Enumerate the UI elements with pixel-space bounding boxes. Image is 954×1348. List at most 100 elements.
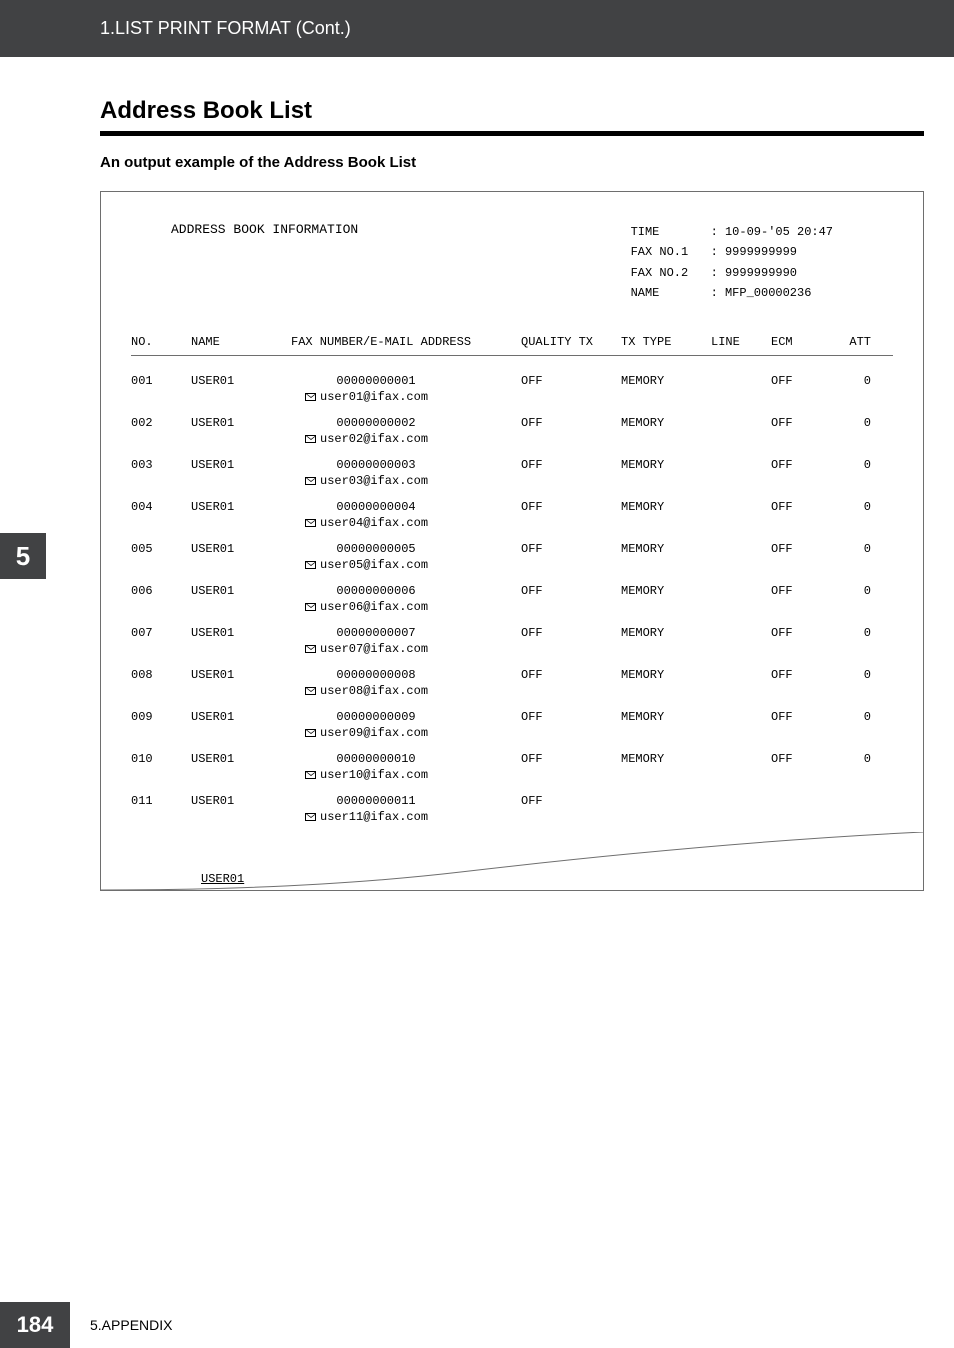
cell-address: 00000000001user01@ifax.com — [291, 374, 521, 404]
table-row: 011USER0100000000011user11@ifax.comOFF — [131, 788, 893, 830]
report-box: ADDRESS BOOK INFORMATION TIME: 10-09-'05… — [100, 191, 924, 891]
table-row: 004USER0100000000004user04@ifax.comOFFME… — [131, 494, 893, 536]
report-meta: TIME: 10-09-'05 20:47 FAX NO.1: 99999999… — [631, 222, 833, 304]
cell-qtx: OFF — [521, 668, 621, 682]
envelope-icon — [305, 519, 316, 527]
cell-fax: 00000000008 — [291, 668, 521, 682]
col-name: NAME — [191, 335, 291, 349]
cell-qtx: OFF — [521, 752, 621, 766]
cell-att: 0 — [831, 374, 871, 388]
cell-fax: 00000000006 — [291, 584, 521, 598]
cell-fax: 00000000002 — [291, 416, 521, 430]
cell-qtx: OFF — [521, 458, 621, 472]
cell-qtx: OFF — [521, 710, 621, 724]
table-row: 005USER0100000000005user05@ifax.comOFFME… — [131, 536, 893, 578]
table-row: 006USER0100000000006user06@ifax.comOFFME… — [131, 578, 893, 620]
cell-ecm: OFF — [771, 374, 831, 388]
page-footer: 184 5.APPENDIX — [0, 1302, 172, 1348]
cell-address: 00000000007user07@ifax.com — [291, 626, 521, 656]
meta-row: FAX NO.2: 9999999990 — [631, 263, 833, 283]
cell-qtx: OFF — [521, 584, 621, 598]
meta-row: NAME: MFP_00000236 — [631, 283, 833, 303]
cell-no: 004 — [131, 500, 191, 514]
envelope-icon — [305, 687, 316, 695]
meta-row: TIME: 10-09-'05 20:47 — [631, 222, 833, 242]
cell-address: 00000000009user09@ifax.com — [291, 710, 521, 740]
cell-ecm: OFF — [771, 584, 831, 598]
report-title: ADDRESS BOOK INFORMATION — [171, 222, 358, 304]
meta-row: FAX NO.1: 9999999999 — [631, 242, 833, 262]
meta-label: NAME — [631, 283, 711, 303]
cell-txtype: MEMORY — [621, 416, 711, 430]
cell-ecm: OFF — [771, 668, 831, 682]
cell-qtx: OFF — [521, 626, 621, 640]
cell-no: 007 — [131, 626, 191, 640]
cell-email: user03@ifax.com — [291, 474, 521, 488]
cell-address: 00000000003 user03@ifax.com — [291, 458, 521, 488]
cell-qtx: OFF — [521, 374, 621, 388]
appendix-label: 5.APPENDIX — [90, 1317, 172, 1333]
cell-name: USER01 — [191, 416, 291, 430]
cell-name: USER01 — [191, 710, 291, 724]
cell-name: USER01 — [191, 752, 291, 766]
envelope-icon — [305, 813, 316, 821]
cell-email: user11@ifax.com — [291, 810, 521, 824]
cell-att: 0 — [831, 752, 871, 766]
table-row: 007USER0100000000007user07@ifax.comOFFME… — [131, 620, 893, 662]
cell-fax: 00000000004 — [291, 500, 521, 514]
table-row: 009USER0100000000009user09@ifax.comOFFME… — [131, 704, 893, 746]
cell-no: 002 — [131, 416, 191, 430]
col-qtx: QUALITY TX — [521, 335, 621, 349]
cell-address: 00000000002user02@ifax.com — [291, 416, 521, 446]
cell-fax: 00000000010 — [291, 752, 521, 766]
column-headers: NO. NAME FAX NUMBER/E-MAIL ADDRESS QUALI… — [131, 329, 893, 356]
cell-txtype: MEMORY — [621, 374, 711, 388]
cell-att: 0 — [831, 626, 871, 640]
cell-fax: 00000000003 — [291, 458, 521, 472]
section-subtitle: An output example of the Address Book Li… — [100, 154, 954, 171]
cell-no: 011 — [131, 794, 191, 808]
cell-att: 0 — [831, 458, 871, 472]
cell-att: 0 — [831, 710, 871, 724]
envelope-icon — [305, 561, 316, 569]
meta-label: TIME — [631, 222, 711, 242]
torn-edge: USER01 — [101, 830, 923, 890]
cell-qtx: OFF — [521, 500, 621, 514]
meta-label: FAX NO.2 — [631, 263, 711, 283]
cell-no: 010 — [131, 752, 191, 766]
header-bar: 1.LIST PRINT FORMAT (Cont.) — [0, 0, 954, 57]
cell-address: 00000000011user11@ifax.com — [291, 794, 521, 824]
cell-name: USER01 — [191, 626, 291, 640]
cell-ecm: OFF — [771, 626, 831, 640]
cell-address: 00000000005user05@ifax.com — [291, 542, 521, 572]
cell-fax: 00000000009 — [291, 710, 521, 724]
cell-no: 009 — [131, 710, 191, 724]
cell-txtype: MEMORY — [621, 584, 711, 598]
col-no: NO. — [131, 335, 191, 349]
cell-fax: 00000000007 — [291, 626, 521, 640]
cell-address: 00000000004user04@ifax.com — [291, 500, 521, 530]
cell-email: user10@ifax.com — [291, 768, 521, 782]
section-title: Address Book List — [100, 97, 954, 125]
cell-txtype: MEMORY — [621, 500, 711, 514]
cell-att: 0 — [831, 668, 871, 682]
cell-name: USER01 — [191, 584, 291, 598]
table-row: 001USER0100000000001user01@ifax.comOFFME… — [131, 368, 893, 410]
cell-fax: 00000000001 — [291, 374, 521, 388]
table-row: 003USER0100000000003user03@ifax.comOFFME… — [131, 452, 893, 494]
cell-no: 005 — [131, 542, 191, 556]
col-att: ATT — [831, 335, 871, 349]
cell-txtype: MEMORY — [621, 626, 711, 640]
envelope-icon — [305, 393, 316, 401]
page-number: 184 — [0, 1302, 70, 1348]
cell-att: 0 — [831, 500, 871, 514]
cell-txtype: MEMORY — [621, 542, 711, 556]
cell-no: 003 — [131, 458, 191, 472]
cell-name: USER01 — [191, 542, 291, 556]
report-head: ADDRESS BOOK INFORMATION TIME: 10-09-'05… — [131, 222, 893, 304]
cell-email: user05@ifax.com — [291, 558, 521, 572]
cell-txtype: MEMORY — [621, 752, 711, 766]
cutoff-name: USER01 — [201, 872, 244, 886]
cell-ecm: OFF — [771, 710, 831, 724]
chapter-tab-number: 5 — [16, 541, 30, 572]
